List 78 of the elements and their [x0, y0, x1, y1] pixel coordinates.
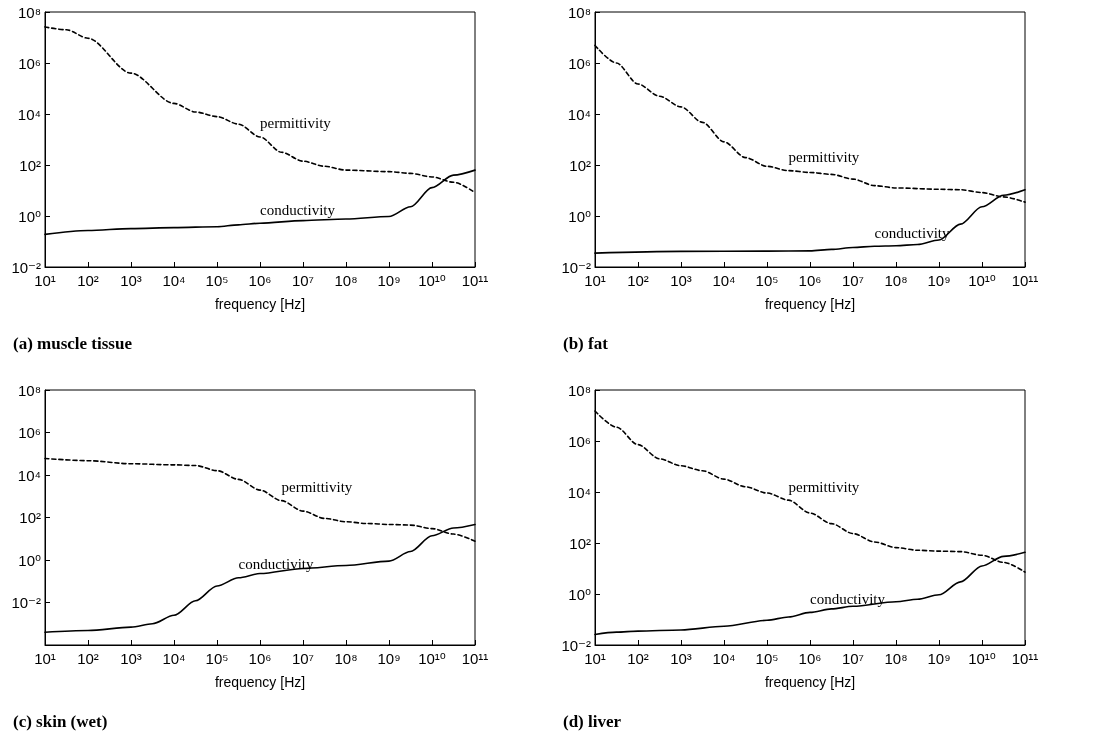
x-tick-label: 10⁹	[377, 650, 401, 667]
series-label: permittivity	[788, 478, 860, 495]
y-tick-label: 10⁰	[18, 207, 41, 225]
x-tick-label: 10⁹	[927, 272, 951, 289]
series-label: conductivity	[238, 556, 314, 573]
y-tick-label: 10⁰	[568, 207, 591, 225]
x-tick-label: 10⁴	[162, 650, 186, 667]
x-tick-label: 10¹⁰	[968, 272, 996, 289]
x-tick-label: 10¹⁰	[418, 272, 446, 289]
text: (b) fat	[563, 334, 609, 353]
x-tick-label: 10³	[670, 272, 692, 289]
y-tick-label: 10⁸	[17, 3, 41, 21]
x-tick-label: 10⁸	[884, 650, 908, 667]
y-tick-label: 10⁰	[18, 551, 41, 569]
series-label: conductivity	[874, 224, 950, 241]
x-tick-label: 10⁴	[712, 650, 736, 667]
text: (a) muscle tissue	[13, 334, 133, 353]
x-tick-label: 10⁴	[712, 272, 736, 289]
y-tick-label: 10⁶	[568, 432, 591, 450]
y-tick-label: 10⁶	[18, 424, 41, 441]
x-axis-title: frequency [Hz]	[764, 674, 856, 690]
x-tick-label: 10¹¹	[461, 650, 489, 667]
y-tick-label: 10⁴	[17, 466, 41, 484]
x-tick-label: 10⁶	[798, 650, 822, 667]
x-tick-label: 10³	[120, 650, 142, 667]
y-tick-label: 10⁸	[567, 381, 591, 399]
x-tick-label: 10⁸	[334, 272, 358, 289]
y-tick-label: 10⁸	[567, 3, 591, 21]
x-axis-title: frequency [Hz]	[214, 296, 306, 312]
x-tick-label: 10⁴	[162, 272, 186, 289]
series-label: conductivity	[810, 590, 886, 607]
text: (d) liver	[563, 712, 622, 731]
x-axis-title: frequency [Hz]	[764, 296, 856, 312]
x-tick-label: 10⁸	[334, 650, 358, 667]
y-tick-label: 10⁴	[567, 105, 591, 123]
x-tick-label: 10⁷	[291, 272, 315, 289]
x-tick-label: 10⁶	[248, 272, 272, 289]
x-tick-label: 10¹	[34, 650, 56, 667]
y-tick-label: 10²	[19, 156, 41, 174]
x-tick-label: 10²	[77, 272, 99, 289]
x-tick-label: 10⁵	[755, 650, 779, 667]
x-tick-label: 10³	[120, 272, 142, 289]
x-tick-label: 10⁷	[841, 272, 865, 289]
x-tick-label: 10⁵	[755, 272, 779, 289]
x-tick-label: 10⁹	[927, 650, 951, 667]
y-tick-label: 10⁴	[567, 483, 591, 501]
y-tick-label: 10⁰	[568, 585, 591, 603]
x-tick-label: 10³	[670, 650, 692, 667]
y-tick-label: 10²	[19, 509, 41, 526]
series-label: permittivity	[788, 149, 860, 166]
y-tick-label: 10⁶	[18, 54, 41, 72]
x-axis-title: frequency [Hz]	[214, 674, 306, 690]
y-tick-label: 10⁶	[568, 54, 591, 72]
x-tick-label: 10¹⁰	[418, 650, 446, 667]
x-tick-label: 10¹¹	[461, 272, 489, 289]
x-tick-label: 10⁶	[248, 650, 272, 667]
x-tick-label: 10²	[627, 272, 649, 289]
y-tick-label: 10²	[569, 534, 591, 552]
x-tick-label: 10⁷	[841, 650, 865, 667]
x-tick-label: 10⁵	[205, 650, 229, 667]
x-tick-label: 10¹⁰	[968, 650, 996, 667]
y-tick-label: 10²	[569, 156, 591, 174]
x-tick-label: 10¹¹	[1011, 272, 1039, 289]
series-label: permittivity	[281, 479, 353, 496]
y-tick-label: 10⁴	[17, 105, 41, 123]
x-tick-label: 10⁹	[377, 272, 401, 289]
x-tick-label: 10⁵	[205, 272, 229, 289]
x-tick-label: 10¹¹	[1011, 650, 1039, 667]
series-label: permittivity	[260, 115, 332, 132]
text: (c) skin (wet)	[13, 712, 108, 731]
x-tick-label: 10²	[627, 650, 649, 667]
x-tick-label: 10⁶	[798, 272, 822, 289]
series-label: conductivity	[260, 201, 336, 218]
x-tick-label: 10⁸	[884, 272, 908, 289]
y-tick-label: 10⁻²	[11, 594, 41, 611]
x-tick-label: 10⁷	[291, 650, 315, 667]
y-tick-label: 10⁸	[17, 381, 41, 399]
x-tick-label: 10²	[77, 650, 99, 667]
